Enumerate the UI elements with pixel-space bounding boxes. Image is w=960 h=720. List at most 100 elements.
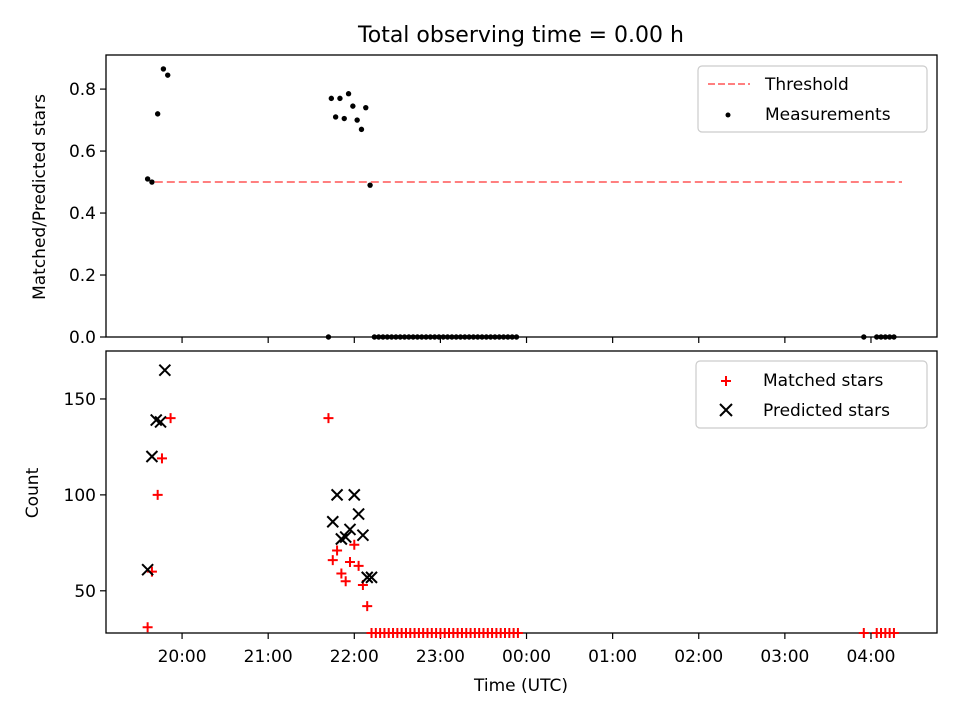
measurement-point bbox=[363, 104, 369, 111]
matched-stars-point bbox=[512, 628, 523, 638]
measurement-point bbox=[341, 115, 347, 122]
y-tick-label: 0.0 bbox=[69, 328, 96, 348]
y-tick-label: 0.2 bbox=[69, 266, 96, 286]
count-y-ticks: 50 100 150 bbox=[64, 390, 106, 602]
measurement-point bbox=[371, 334, 378, 340]
measurement-point bbox=[496, 334, 502, 340]
measurement-point bbox=[483, 334, 490, 340]
matched-stars-point bbox=[888, 628, 899, 638]
measurement-point bbox=[406, 334, 412, 340]
predicted-stars-point bbox=[145, 450, 159, 463]
measurements-legend-label: Measurements bbox=[765, 105, 891, 125]
ratio-y-axis-label: Matched/Predicted stars bbox=[30, 94, 50, 300]
measurement-point bbox=[874, 334, 880, 340]
x-axis-label: Time (UTC) bbox=[473, 676, 568, 696]
predicted-stars-point bbox=[339, 530, 352, 544]
x-tick-label: 04:00 bbox=[846, 647, 895, 667]
matched-stars-point bbox=[336, 568, 347, 579]
matched-stars-point bbox=[332, 545, 343, 556]
x-tick-label: 20:00 bbox=[158, 647, 207, 667]
y-tick-label: 150 bbox=[64, 390, 96, 410]
y-tick-label: 100 bbox=[64, 486, 96, 506]
measurement-point bbox=[861, 334, 867, 340]
measurement-point bbox=[345, 91, 352, 97]
measurement-point bbox=[457, 334, 464, 340]
measurement-point bbox=[431, 334, 438, 340]
x-tick-label: 02:00 bbox=[674, 647, 723, 667]
measurement-point bbox=[475, 334, 481, 340]
measurement-point bbox=[500, 334, 507, 340]
matched-legend-label: Matched stars bbox=[763, 371, 883, 391]
measurement-point bbox=[401, 334, 408, 340]
figure-title: Total observing time = 0.00 h bbox=[357, 23, 684, 48]
measurement-point bbox=[466, 334, 472, 340]
measurement-point bbox=[393, 334, 399, 340]
measurement-point bbox=[388, 334, 395, 340]
ratio-legend: Threshold Measurements bbox=[697, 65, 928, 133]
matched-stars-point bbox=[349, 539, 360, 550]
measurement-point bbox=[325, 334, 332, 340]
x-tick-label: 03:00 bbox=[760, 647, 809, 667]
measurement-point bbox=[436, 334, 442, 340]
count-legend: Matched stars Predicted stars bbox=[695, 360, 928, 429]
measurement-point bbox=[337, 95, 343, 102]
y-tick-label: 0.4 bbox=[69, 204, 96, 224]
ratio-plot-frame bbox=[105, 54, 938, 338]
matched-stars-point bbox=[152, 489, 163, 500]
measurement-point bbox=[380, 334, 386, 340]
measurement-point bbox=[886, 334, 893, 340]
count-panel: 50 100 150 20:00 21:00 22:00 23:00 00:00 01:00 0… bbox=[23, 350, 938, 667]
measurement-legend-swatch bbox=[725, 112, 731, 118]
measurement-point bbox=[419, 334, 425, 340]
y-tick-label: 0.6 bbox=[69, 142, 96, 162]
measurement-point bbox=[505, 334, 511, 340]
measurement-point bbox=[453, 334, 459, 340]
predicted-stars-point bbox=[361, 571, 374, 584]
predicted-stars-point bbox=[356, 528, 370, 542]
predicted-stars-point bbox=[154, 415, 167, 429]
matched-stars-point bbox=[340, 576, 351, 587]
x-tick-label: 22:00 bbox=[330, 647, 379, 667]
measurement-point bbox=[509, 334, 515, 340]
count-y-axis-label: Count bbox=[23, 467, 43, 518]
measurement-point bbox=[891, 334, 897, 340]
measurement-point bbox=[358, 126, 365, 133]
x-tick-label: 23:00 bbox=[416, 647, 465, 667]
measurement-point bbox=[470, 334, 477, 340]
ratio-legend-box bbox=[697, 65, 928, 133]
count-marks bbox=[141, 363, 899, 638]
count-legend-box bbox=[695, 360, 928, 429]
measurement-point bbox=[878, 334, 884, 340]
predicted-stars-point bbox=[158, 363, 172, 377]
ratio-y-ticks: 0.0 0.2 0.4 0.6 0.8 bbox=[69, 80, 106, 348]
measurement-point bbox=[328, 95, 335, 102]
measurement-point bbox=[427, 334, 434, 340]
ratio-marks bbox=[144, 66, 902, 340]
x-tick-label: 01:00 bbox=[588, 647, 637, 667]
predicted-stars-point bbox=[150, 413, 163, 427]
measurement-point bbox=[154, 111, 161, 117]
measurement-point bbox=[160, 66, 167, 72]
y-tick-label: 0.8 bbox=[69, 80, 96, 100]
measurement-point bbox=[410, 334, 416, 340]
measurement-point bbox=[149, 179, 155, 185]
matched-stars-point bbox=[344, 557, 355, 568]
measurement-point bbox=[375, 334, 382, 340]
measurement-point bbox=[444, 334, 451, 340]
predicted-stars-point bbox=[326, 515, 339, 528]
measurement-point bbox=[449, 334, 455, 340]
matched-stars-point bbox=[323, 413, 334, 424]
matched-stars-point bbox=[327, 555, 338, 566]
measurement-point bbox=[440, 334, 446, 340]
measurement-point bbox=[384, 334, 391, 340]
matched-stars-point bbox=[353, 560, 364, 571]
predicted-stars-point bbox=[141, 563, 154, 576]
measurement-point bbox=[397, 334, 403, 340]
measurement-point bbox=[462, 334, 468, 340]
predicted-stars-point bbox=[348, 488, 361, 502]
matched-stars-point bbox=[142, 622, 153, 633]
x-tick-label: 00:00 bbox=[502, 647, 551, 667]
measurement-point bbox=[423, 334, 429, 340]
matched-stars-point bbox=[156, 453, 167, 464]
